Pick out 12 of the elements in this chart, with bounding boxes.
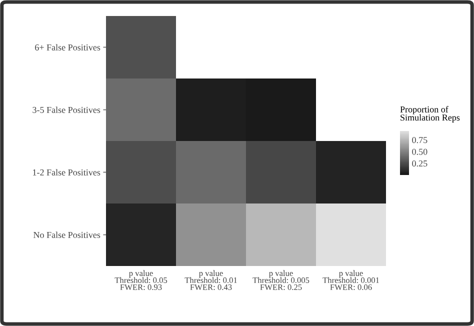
color-bar-title: Proportion of Simulation Reps [400,106,460,122]
x-tick-label: p value Threshold: 0.01 FWER: 0.43 [184,270,237,290]
y-tick-label: No False Positives [33,232,100,238]
color-bar-label: 0.25 [412,160,428,167]
color-bar-label: 0.50 [412,148,428,155]
y-tick-label: 3-5 False Positives [32,106,100,113]
x-tick-label: p value Threshold: 0.005 FWER: 0.25 [252,270,310,290]
x-tick-label: p value Threshold: 0.05 FWER: 0.93 [114,270,168,290]
y-tick-label: 6+ False Positives [35,44,100,50]
x-tick-label: p value Threshold: 0.001 FWER: 0.06 [322,270,379,290]
color-bar-label: 0.75 [412,137,428,144]
y-tick-label: 1-2 False Positives [33,169,100,176]
